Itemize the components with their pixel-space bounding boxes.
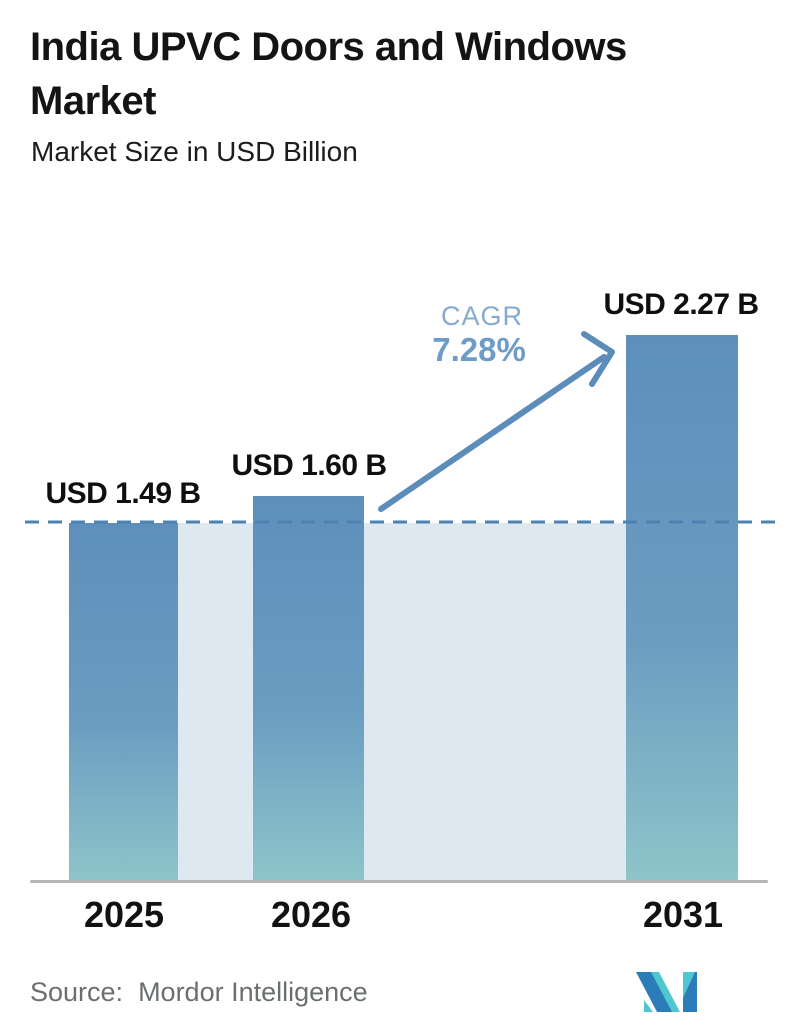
source-label: Source: xyxy=(30,977,124,1007)
x-tick-2031: 2031 xyxy=(642,894,724,935)
cagr-value: 7.28% xyxy=(432,331,526,368)
value-label-2026: USD 1.60 B xyxy=(231,449,387,482)
cagr-label: CAGR xyxy=(440,301,524,331)
chart-subtitle: Market Size in USD Billion xyxy=(31,136,358,167)
bar-2025 xyxy=(69,523,178,882)
bar-2026 xyxy=(253,496,364,882)
source-row: Source: Mordor Intelligence xyxy=(30,977,368,1008)
chart-title: India UPVC Doors and Windows Market xyxy=(30,25,627,123)
value-label-2025: USD 1.49 B xyxy=(45,477,201,510)
x-axis-line xyxy=(30,880,768,883)
growth-arrow-head xyxy=(581,331,615,387)
bar-2031 xyxy=(626,335,738,882)
x-tick-2026: 2026 xyxy=(270,894,352,935)
mordor-intelligence-logo xyxy=(636,972,697,1012)
source-name: Mordor Intelligence xyxy=(138,977,368,1007)
growth-arrow-shaft xyxy=(378,354,607,512)
logo-blue-band xyxy=(636,972,672,1012)
x-tick-2025: 2025 xyxy=(83,894,165,935)
logo-teal-corner xyxy=(644,1000,653,1012)
value-label-2031: USD 2.27 B xyxy=(603,288,759,321)
logo-teal-triangle xyxy=(683,972,695,998)
